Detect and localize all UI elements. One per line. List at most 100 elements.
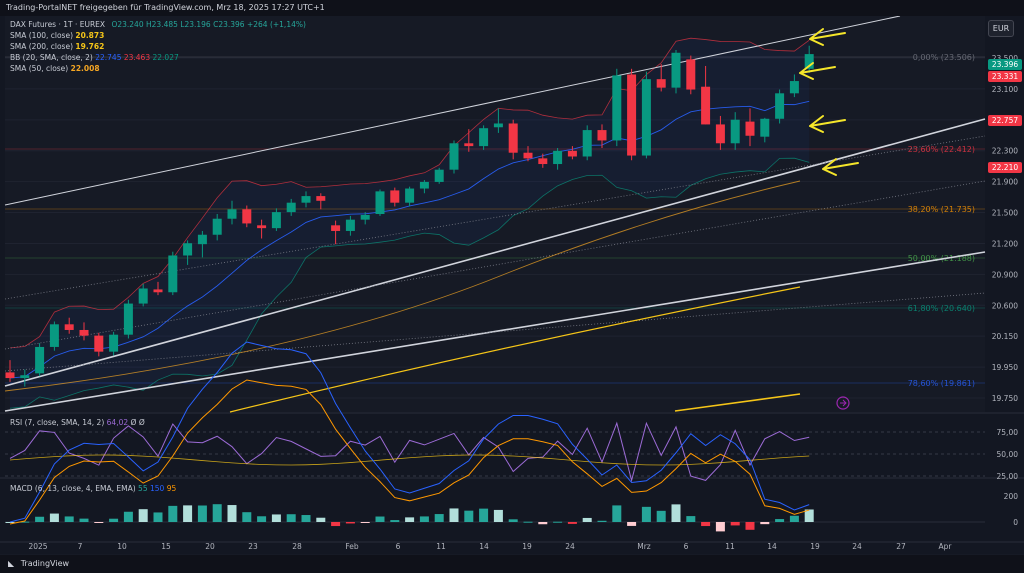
- macd-histogram-bar: [464, 510, 474, 522]
- ohlc-high: H23.485: [146, 20, 178, 29]
- candle-up: [212, 218, 222, 235]
- macd-histogram-bar: [79, 518, 89, 522]
- candle-up: [760, 118, 770, 137]
- candle-up: [375, 191, 385, 214]
- macd-signal-line: [9, 379, 810, 525]
- time-axis-label: 11: [725, 542, 735, 551]
- sma200-line: [674, 393, 801, 412]
- candle-down: [597, 130, 607, 141]
- chart-canvas[interactable]: 23.50023.10022.70022.30021.90021.50021.2…: [0, 16, 1024, 554]
- macd-histogram-bar: [227, 505, 237, 522]
- candle-down: [79, 329, 89, 336]
- time-axis-label: 28: [292, 542, 302, 551]
- bb-upper-line: [9, 37, 810, 349]
- macd-label: MACD (6, 13, close, 4, EMA, EMA): [10, 484, 136, 493]
- candle-up: [271, 212, 281, 229]
- macd-histogram-bar: [138, 509, 148, 522]
- macd-histogram-bar: [405, 517, 415, 522]
- fib-level-label: 78,60% (19.861): [908, 379, 975, 388]
- candle-up: [183, 243, 193, 256]
- macd-histogram-bar: [493, 509, 503, 522]
- macd-histogram-bar: [301, 515, 311, 522]
- annotation-arrow-icon: [809, 115, 846, 133]
- time-axis-label: 6: [684, 542, 689, 551]
- macd-histogram-bar: [35, 516, 45, 522]
- macd-histogram-bar: [257, 516, 267, 522]
- annotation-arrow-icon: [799, 62, 836, 80]
- candle-up: [553, 150, 563, 165]
- macd-histogram-bar: [20, 521, 30, 523]
- candle-up: [49, 324, 59, 347]
- candle-up: [789, 81, 799, 94]
- trend-channel-middle: [4, 118, 986, 387]
- candle-up: [419, 181, 429, 189]
- macd-histogram-bar: [286, 514, 296, 522]
- brand-label: TradingView: [20, 559, 70, 568]
- price-tick-label: 20.900: [992, 270, 1018, 279]
- time-axis-label: 19: [810, 542, 820, 551]
- candle-down: [523, 152, 533, 159]
- candle-down: [5, 372, 15, 379]
- candle-down: [715, 124, 725, 144]
- bollinger-band-fill: [10, 38, 810, 409]
- legend-sma200[interactable]: SMA (200, close) 19.762: [10, 42, 104, 51]
- macd-histogram-bar: [316, 517, 326, 522]
- macd-value-1: 55: [138, 484, 148, 493]
- rsi-tick-label: 25,00: [997, 472, 1019, 481]
- currency-badge[interactable]: EUR: [988, 20, 1014, 37]
- candle-up: [582, 130, 592, 157]
- rsi-legend[interactable]: RSI (7, close, SMA, 14, 2) 64,02 Ø Ø: [10, 418, 145, 427]
- price-tick-label: 21.200: [992, 239, 1018, 248]
- time-axis-label: 7: [78, 542, 83, 551]
- macd-histogram-bar: [331, 522, 341, 527]
- candle-up: [123, 303, 133, 335]
- macd-histogram-bar: [375, 516, 385, 522]
- legend-bb[interactable]: BB (20, SMA, close, 2) 22.745 23.463 22.…: [10, 53, 179, 62]
- time-axis-label: 11: [436, 542, 446, 551]
- price-tick-label: 19.950: [992, 363, 1018, 372]
- candle-up: [345, 219, 355, 231]
- ohlc-low: L23.196: [180, 20, 211, 29]
- macd-histogram-bar: [538, 522, 548, 525]
- symbol-label: DAX Futures · 1T · EUREX: [10, 20, 106, 29]
- macd-histogram-bar: [449, 508, 459, 522]
- footer-bar: ◣ TradingView: [0, 555, 1024, 573]
- candle-down: [686, 59, 696, 90]
- candle-up: [730, 119, 740, 144]
- candle-up: [775, 93, 785, 119]
- candle-up: [434, 169, 444, 182]
- macd-histogram-bar: [730, 522, 740, 526]
- macd-histogram-bar: [523, 521, 533, 523]
- price-tick-label: 23.100: [992, 85, 1018, 94]
- sma200-label: SMA (200, close): [10, 42, 73, 51]
- legend-sma50[interactable]: SMA (50, close) 22.008: [10, 64, 100, 73]
- time-axis-label: 14: [479, 542, 489, 551]
- candle-down: [257, 225, 267, 229]
- time-axis-label: Feb: [345, 542, 359, 551]
- macd-legend[interactable]: MACD (6, 13, close, 4, EMA, EMA) 55 150 …: [10, 484, 176, 493]
- rsi-label: RSI (7, close, SMA, 14, 2): [10, 418, 105, 427]
- candle-up: [493, 123, 503, 128]
- macd-histogram-bar: [109, 518, 119, 522]
- macd-histogram-bar: [271, 514, 281, 522]
- candle-up: [301, 196, 311, 203]
- candle-down: [508, 123, 518, 153]
- ohlc-change: +264 (+1,14%): [246, 20, 306, 29]
- macd-histogram-bar: [197, 505, 207, 522]
- macd-histogram-bar: [183, 505, 193, 522]
- candle-down: [745, 121, 755, 136]
- price-tick-label: 21.500: [992, 209, 1018, 218]
- macd-histogram-bar: [212, 504, 222, 522]
- fib-level-label: 38,20% (21.735): [908, 205, 975, 214]
- sma100-value: 20.873: [75, 31, 105, 40]
- tradingview-logo-icon[interactable]: ◣: [8, 559, 15, 568]
- macd-histogram-bar: [612, 505, 622, 522]
- bb-lower: 22.027: [152, 53, 179, 62]
- legend-sma100[interactable]: SMA (100, close) 20.873: [10, 31, 104, 40]
- time-axis-label: Mrz: [637, 542, 651, 551]
- sma100-line: [229, 286, 801, 413]
- macd-histogram-bar: [804, 509, 814, 522]
- candle-up: [479, 128, 489, 147]
- fib-level-label: 61,80% (20.640): [908, 304, 975, 313]
